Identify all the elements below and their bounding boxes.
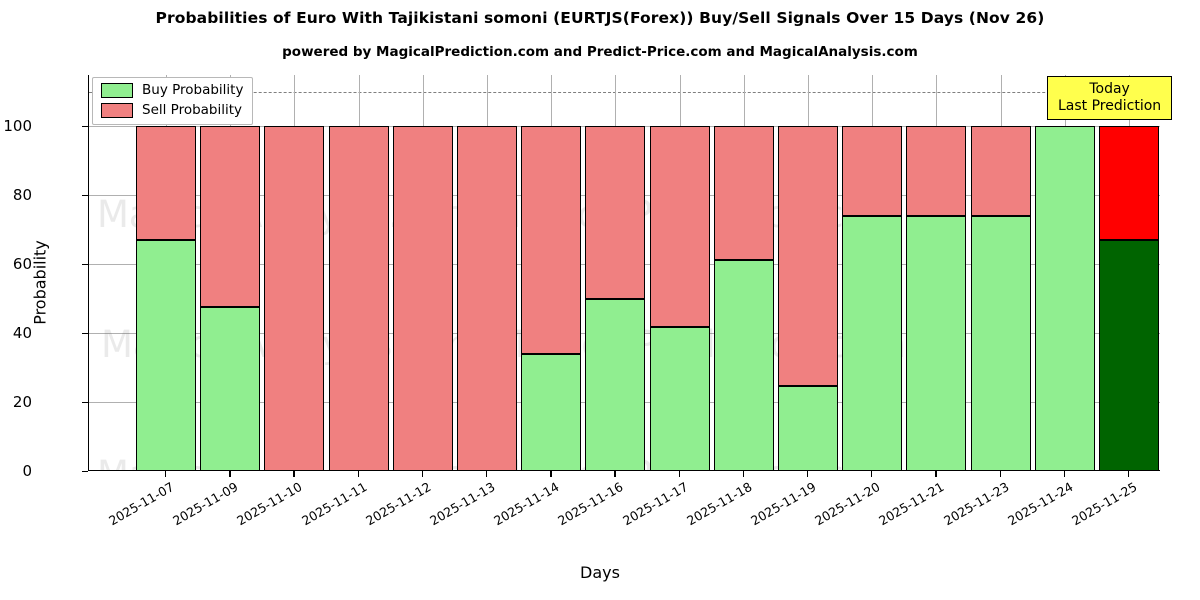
today-annotation: Today Last Prediction (1047, 76, 1173, 121)
bar-group (585, 75, 646, 470)
x-tick-mark (614, 471, 616, 477)
bar-segment-buy (649, 327, 710, 470)
y-tick-label: 80 (12, 186, 32, 204)
x-tick-mark (742, 471, 745, 477)
bar-group (328, 75, 389, 470)
y-tick-label: 100 (3, 117, 32, 135)
today-annotation-line1: Today (1089, 81, 1130, 97)
bar-segment-sell (392, 126, 453, 470)
bar-group (906, 75, 967, 470)
legend-label-sell: Sell Probability (142, 101, 243, 118)
reference-dashed-line (89, 91, 1160, 93)
x-tick-mark (357, 471, 359, 477)
x-tick-mark (421, 471, 424, 477)
bar-segment-buy (136, 239, 197, 470)
y-tick-mark (82, 471, 88, 473)
y-tick-mark (82, 402, 88, 404)
chart-legend: Buy Probability Sell Probability (92, 77, 254, 125)
plot-inner: MagicalAnalysis.com MagicalPrediction.co… (89, 75, 1160, 470)
x-tick-mark (486, 471, 488, 477)
bar-group (777, 75, 838, 470)
legend-swatch-buy-icon (101, 83, 133, 98)
bar-segment-sell (200, 126, 261, 308)
legend-item-sell: Sell Probability (101, 103, 243, 118)
bar-segment-sell (264, 126, 325, 470)
x-tick-mark (999, 471, 1001, 477)
bar-segment-sell (842, 126, 903, 216)
x-tick-mark (871, 471, 873, 477)
chart-title: Probabilities of Euro With Tajikistani s… (155, 9, 1045, 27)
bar-segment-buy (200, 307, 261, 470)
bar-segment-buy (713, 259, 774, 470)
bar-group (1098, 75, 1159, 470)
bar-segment-sell (777, 126, 838, 387)
y-tick-label: 40 (12, 324, 32, 342)
bar-group (713, 75, 774, 470)
bar-segment-sell (970, 126, 1031, 216)
bar-segment-sell (328, 126, 389, 470)
bar-segment-sell (521, 126, 582, 354)
y-tick-label: 0 (22, 462, 32, 480)
bar-group (392, 75, 453, 470)
legend-label-buy: Buy Probability (142, 81, 244, 98)
plot-area: MagicalAnalysis.com MagicalPrediction.co… (88, 75, 1160, 471)
bar-segment-buy (906, 215, 967, 470)
bar-group (521, 75, 582, 470)
bar-group (264, 75, 325, 470)
x-tick-mark (165, 471, 167, 477)
x-tick-mark (1063, 471, 1066, 477)
y-tick-label: 60 (12, 255, 32, 273)
bar-segment-sell (713, 126, 774, 260)
bar-segment-sell (1098, 126, 1159, 240)
chart-subtitle: powered by MagicalPrediction.com and Pre… (282, 44, 918, 60)
bar-segment-sell (457, 126, 518, 470)
bar-segment-buy (521, 353, 582, 470)
bar-group (970, 75, 1031, 470)
bar-group (457, 75, 518, 470)
bar-segment-buy (1098, 239, 1159, 470)
bar-segment-sell (649, 126, 710, 328)
x-tick-mark (550, 471, 552, 477)
bar-segment-buy (1034, 126, 1095, 470)
bar-segment-buy (777, 386, 838, 470)
bar-group (649, 75, 710, 470)
y-tick-label: 20 (12, 393, 32, 411)
y-axis-label: Probability (30, 240, 50, 325)
bar-group (842, 75, 903, 470)
bar-group (136, 75, 197, 470)
y-tick-mark (82, 333, 88, 335)
y-tick-mark (82, 195, 88, 197)
legend-swatch-sell-icon (101, 103, 133, 118)
bar-segment-buy (842, 215, 903, 470)
x-tick-mark (678, 471, 680, 477)
x-tick-mark (806, 471, 809, 477)
x-tick-mark (1127, 471, 1130, 477)
bar-segment-sell (906, 126, 967, 216)
bar-segment-sell (136, 126, 197, 240)
bar-segment-buy (970, 215, 1031, 470)
y-tick-mark (82, 264, 88, 266)
x-tick-mark (229, 471, 231, 477)
bar-group (200, 75, 261, 470)
bars-layer (89, 75, 1160, 470)
x-axis-label: Days (580, 563, 620, 582)
legend-item-buy: Buy Probability (101, 83, 243, 98)
today-annotation-line2: Last Prediction (1058, 97, 1162, 114)
bar-group (1034, 75, 1095, 470)
x-tick-mark (935, 471, 937, 477)
x-tick-mark (293, 471, 295, 477)
bar-segment-sell (585, 126, 646, 299)
y-tick-mark (82, 126, 88, 128)
bar-segment-buy (585, 298, 646, 470)
